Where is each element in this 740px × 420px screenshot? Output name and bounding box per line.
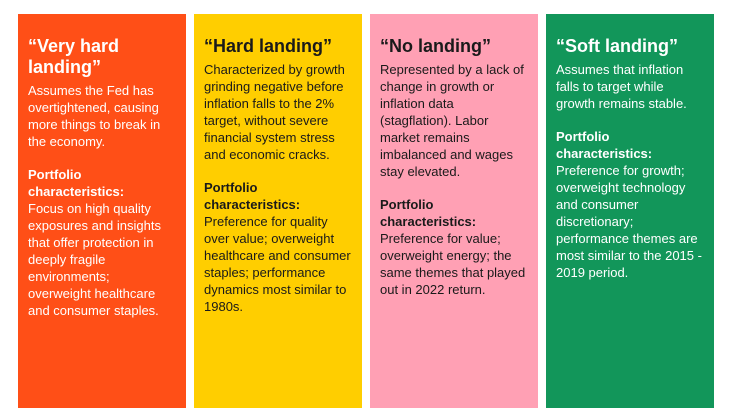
- card-description: Characterized by growth grinding negativ…: [204, 62, 345, 162]
- portfolio-label: Portfolio characteristics:: [204, 180, 301, 212]
- portfolio-text: Focus on high quality exposures and insi…: [28, 201, 161, 318]
- portfolio-text: Preference for growth; overweight techno…: [556, 163, 702, 280]
- card-description: Assumes that inflation falls to target w…: [556, 62, 687, 111]
- portfolio-text: Preference for quality over value; overw…: [204, 214, 351, 314]
- portfolio-label: Portfolio characteristics:: [28, 167, 125, 199]
- card-title: “Very hard landing”: [28, 36, 120, 77]
- card-title: “Hard landing”: [204, 36, 333, 56]
- portfolio-label: Portfolio characteristics:: [556, 129, 653, 161]
- card-description: Assumes the Fed has overtightened, causi…: [28, 83, 161, 149]
- card-hard-landing: “Hard landing” Characterized by growth g…: [194, 14, 362, 408]
- card-soft-landing: “Soft landing” Assumes that inflation fa…: [546, 14, 714, 408]
- card-very-hard-landing: “Very hard landing” Assumes the Fed has …: [18, 14, 186, 408]
- card-title: “No landing”: [380, 36, 491, 56]
- card-description: Represented by a lack of change in growt…: [380, 62, 524, 179]
- portfolio-text: Preference for value; overweight energy;…: [380, 231, 526, 297]
- card-no-landing: “No landing” Represented by a lack of ch…: [370, 14, 538, 408]
- card-title: “Soft landing”: [556, 36, 678, 56]
- portfolio-label: Portfolio characteristics:: [380, 197, 477, 229]
